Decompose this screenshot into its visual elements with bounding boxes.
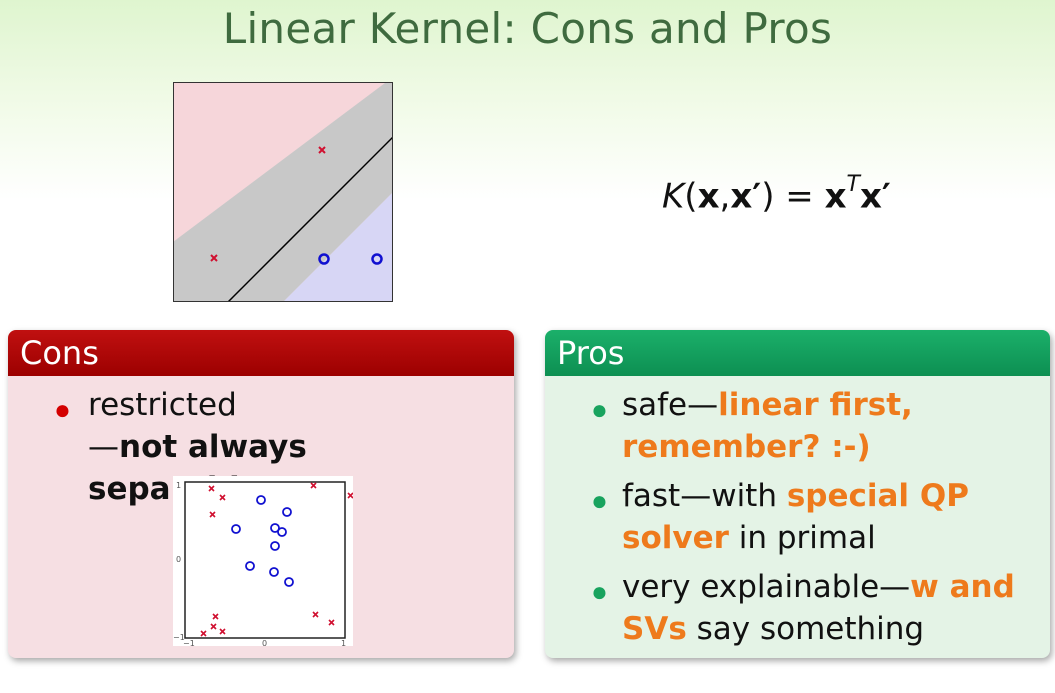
- bullet-icon: ●: [54, 394, 71, 425]
- pros-item-2-highlight: special QP: [786, 478, 969, 514]
- pros-item-3: very explainable—w and SVs say something: [622, 566, 1015, 650]
- cross-marks: [210, 146, 326, 262]
- bullet-icon: ●: [591, 394, 608, 425]
- pros-item-3-text: very explainable—: [622, 569, 911, 605]
- circle-mark: [318, 253, 330, 265]
- formula-equals: =: [774, 176, 825, 217]
- pros-item-1-highlight-2: remember? :-): [622, 429, 871, 465]
- circle-mark: [282, 507, 292, 517]
- formula-x-prime-2: x′: [859, 176, 891, 217]
- circle-mark: [270, 523, 280, 533]
- pros-item-1-line1: safe—linear first,: [622, 384, 913, 426]
- pros-item-2-line1: fast—with special QP: [622, 475, 969, 517]
- cross-mark: [209, 511, 216, 518]
- margin-band: [173, 82, 393, 302]
- formula-transpose-t: T: [846, 172, 860, 197]
- cross-mark: [219, 494, 226, 501]
- tick-y-bottom: −1: [173, 633, 185, 642]
- figure-frame: [184, 481, 346, 639]
- cross-mark: [212, 613, 219, 620]
- cons-heading: Cons: [8, 330, 514, 376]
- circle-marks: [318, 253, 383, 265]
- pros-item-2-highlight-2: solver: [622, 520, 729, 556]
- cross-mark: [219, 628, 226, 635]
- tick-y-top: 1: [176, 481, 181, 490]
- formula-x-prime: x′: [730, 176, 762, 217]
- circle-marks: [231, 495, 294, 587]
- pros-block: Pros ● safe—linear first, remember? :-) …: [545, 330, 1050, 658]
- pros-item-1: safe—linear first, remember? :-): [622, 384, 913, 468]
- pros-item-2-text: fast—with: [622, 478, 787, 514]
- pros-item-3-highlight-2: SVs: [622, 611, 687, 647]
- bullet-icon: ●: [591, 485, 608, 516]
- decision-boundary: [227, 136, 393, 302]
- pros-heading: Pros: [545, 330, 1050, 376]
- figure-frame: [173, 82, 393, 302]
- pros-item-3-highlight: w and: [910, 569, 1015, 605]
- formula-x-transpose: x: [824, 176, 847, 217]
- pros-item-3-line1: very explainable—w and: [622, 566, 1015, 608]
- circle-mark: [284, 577, 294, 587]
- cross-mark: [312, 611, 319, 618]
- figure-background: [173, 476, 353, 646]
- bullet-icon: ●: [591, 576, 608, 607]
- formula-x: x: [697, 176, 720, 217]
- tick-x-mid: 0: [262, 639, 267, 646]
- circle-mark: [245, 561, 255, 571]
- tick-x-left: −1: [183, 639, 195, 646]
- cross-mark: [347, 492, 353, 499]
- pros-item-1-text: safe—: [622, 387, 719, 423]
- pros-item-3-text-2: say something: [686, 611, 925, 647]
- kernel-formula: K(x,x′) = xTx′: [662, 172, 891, 217]
- nonseparable-figure: 1 0 −1 −1 0 1: [173, 476, 353, 646]
- linear-svm-figure: [173, 82, 393, 302]
- cross-mark: [210, 623, 217, 630]
- formula-comma: ,: [719, 176, 731, 217]
- cross-mark: [310, 482, 317, 489]
- cross-mark: [210, 254, 218, 262]
- cross-mark: [208, 485, 215, 492]
- formula-close: ): [761, 176, 775, 217]
- cross-marks: [200, 482, 353, 637]
- cons-item-1-line1: restricted: [88, 387, 237, 423]
- cross-mark: [328, 619, 335, 626]
- circle-mark: [277, 527, 287, 537]
- pros-item-1-highlight: linear first,: [718, 387, 913, 423]
- tick-x-right: 1: [341, 639, 346, 646]
- tick-y-mid: 0: [176, 555, 181, 564]
- circle-mark: [269, 567, 279, 577]
- pros-item-2: fast—with special QP solver in primal: [622, 475, 969, 559]
- cross-mark: [200, 630, 207, 637]
- circle-mark: [371, 253, 383, 265]
- circle-mark: [231, 524, 241, 534]
- formula-open: (: [684, 176, 698, 217]
- formula-k: K: [662, 176, 685, 217]
- pros-item-2-text-2: in primal: [728, 520, 876, 556]
- slide-title: Linear Kernel: Cons and Pros: [222, 4, 833, 53]
- pros-item-3-line2: SVs say something: [622, 608, 1015, 650]
- pros-item-2-line2: solver in primal: [622, 517, 969, 559]
- circle-mark: [256, 495, 266, 505]
- circle-mark: [270, 541, 280, 551]
- cross-mark: [318, 146, 326, 154]
- cons-block: Cons ● restricted —not always separable?…: [8, 330, 514, 658]
- cons-dash: —: [88, 429, 119, 465]
